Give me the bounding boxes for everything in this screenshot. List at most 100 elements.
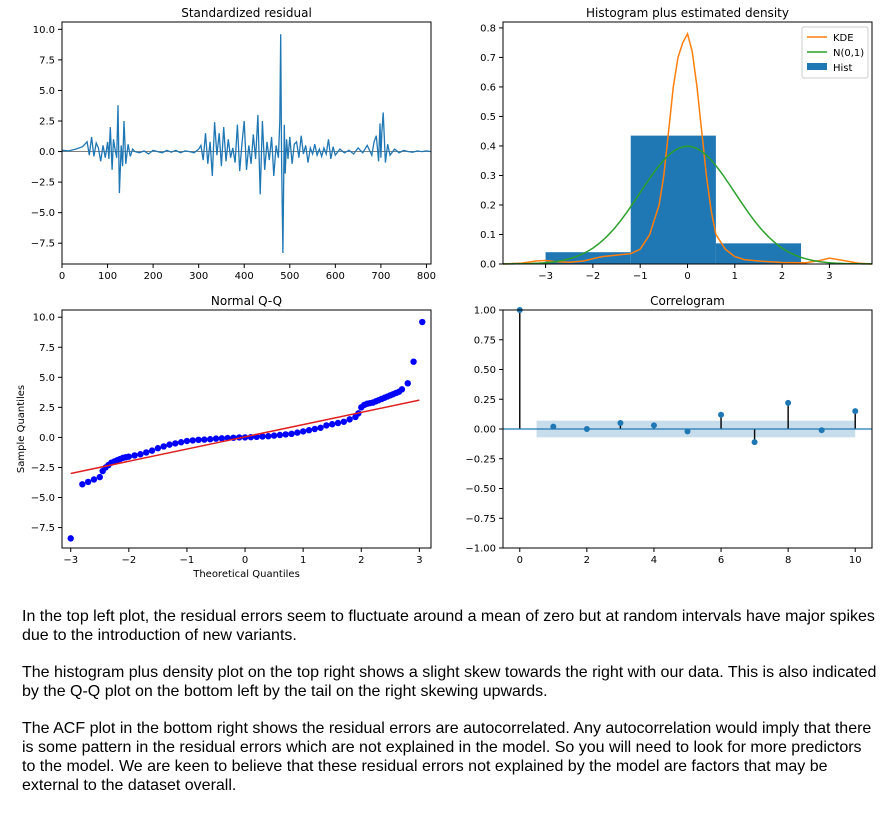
panel-title: Normal Q-Q (211, 294, 282, 308)
y-tick-label: 0.0 (39, 147, 55, 158)
qq-point (96, 473, 103, 481)
axes-frame (61, 21, 432, 265)
y-tick-label: 5.0 (39, 373, 55, 384)
qq-point (143, 449, 150, 456)
y-tick-label: 1.00 (474, 306, 496, 317)
qq-point (410, 358, 417, 365)
panel-1: Standardized residual 0 100 200 300 400 500 600… (31, 6, 436, 282)
acf-point (684, 428, 691, 435)
y-tick-label: 0.50 (474, 365, 496, 376)
qq-point (294, 429, 301, 436)
y-tick-label: −5.0 (31, 493, 55, 504)
y-tick-label: −5.0 (31, 208, 55, 219)
qq-point (84, 478, 92, 486)
panel-title: Correlogram (650, 294, 725, 308)
y-tick-label: 10.0 (33, 313, 55, 324)
x-tick-label: 800 (417, 271, 436, 282)
hist-bar (715, 243, 802, 264)
qq-point (154, 445, 162, 452)
paragraph-acf: The ACF plot in the bottom right shows t… (22, 720, 872, 794)
x-tick-label: 2 (358, 555, 364, 566)
y-tick-label: 0.75 (474, 335, 496, 346)
y-tick-label: −0.75 (465, 514, 496, 525)
qq-point (201, 436, 208, 443)
x-tick-label: 3 (826, 271, 832, 282)
x-tick-label: 400 (235, 271, 254, 282)
y-tick-label: 7.5 (39, 343, 55, 354)
qq-point (282, 431, 289, 438)
y-tick-label: −1.00 (465, 544, 496, 555)
paragraph-residual: In the top left plot, the residual error… (22, 608, 875, 644)
acf-point (650, 422, 657, 429)
x-tick-label: 500 (280, 271, 299, 282)
qq-point (404, 380, 411, 387)
panel-3: Normal Q-Q −3 −2 −1 0 1 2 3 −7.5 −5.0 −2.5 0.0 2.5 5.… (16, 294, 432, 580)
x-tick-label: 1 (732, 271, 738, 282)
x-tick-label: 600 (326, 271, 345, 282)
qq-point (398, 386, 406, 393)
qq-point (329, 420, 336, 428)
y-tick-label: 5.0 (39, 86, 55, 97)
y-tick-label: −2.5 (31, 178, 55, 189)
y-tick-label: −0.50 (465, 484, 496, 495)
qq-point (311, 425, 318, 433)
y-tick-label: 0.0 (480, 260, 496, 271)
acf-point (852, 408, 859, 415)
x-tick-label: 300 (189, 271, 208, 282)
y-tick-label: 7.5 (39, 55, 55, 66)
qq-point (125, 453, 133, 460)
normal-pdf-line (503, 145, 872, 265)
x-tick-label: 4 (651, 555, 657, 566)
qq-point (172, 440, 179, 447)
x-tick-label: 0 (242, 555, 248, 566)
y-tick-label: −0.25 (465, 454, 496, 465)
y-axis-label: Sample Quantiles (16, 385, 27, 473)
panel-2: Histogram plus estimated density −3 −2 −1 0 1… (480, 6, 873, 282)
qq-point (206, 436, 214, 443)
x-tick-label: 3 (416, 555, 422, 566)
qq-point (317, 424, 324, 431)
y-tick-label: 0.7 (480, 53, 496, 64)
x-tick-label: 1 (300, 555, 306, 566)
x-tick-label: −2 (586, 271, 601, 282)
residual-line (61, 34, 432, 254)
qq-point (265, 433, 272, 440)
qq-point (259, 433, 266, 440)
qq-point (334, 419, 342, 427)
y-tick-label: 2.5 (39, 117, 55, 128)
qq-point (137, 451, 144, 458)
hist-bar (545, 252, 631, 264)
acf-point (617, 420, 624, 427)
y-tick-label: 0.3 (480, 171, 496, 182)
x-tick-label: 0 (59, 271, 65, 282)
qq-point (160, 443, 167, 450)
x-tick-label: 200 (144, 271, 163, 282)
diagnostics-figure: Standardized residual 0 100 200 300 400 500 600… (16, 6, 873, 580)
y-tick-label: −7.5 (31, 239, 55, 250)
kde-line (502, 31, 873, 265)
x-tick-label: 100 (98, 271, 117, 282)
x-tick-label: −2 (121, 555, 136, 566)
y-tick-label: −7.5 (31, 523, 55, 534)
qq-point (340, 418, 348, 425)
x-tick-label: −1 (180, 555, 195, 566)
y-tick-label: 0.25 (474, 395, 496, 406)
qq-fit-line (70, 399, 420, 475)
qq-point (177, 439, 185, 446)
acf-point (818, 427, 825, 434)
legend-label: Hist (833, 63, 853, 74)
qq-point (218, 435, 226, 442)
x-tick-label: 2 (779, 271, 785, 282)
qq-point (288, 430, 295, 438)
y-tick-label: 0.5 (480, 112, 496, 123)
y-tick-label: 0.2 (480, 200, 496, 211)
qq-point (270, 432, 278, 439)
y-tick-label: 0.1 (480, 230, 496, 241)
legend-label: KDE (833, 33, 854, 44)
acf-point (718, 411, 725, 418)
y-tick-label: 0.6 (480, 82, 496, 93)
qq-point (195, 436, 202, 444)
panel-title: Histogram plus estimated density (586, 6, 789, 20)
axes-frame (61, 309, 432, 549)
panel-title: Standardized residual (181, 6, 312, 20)
